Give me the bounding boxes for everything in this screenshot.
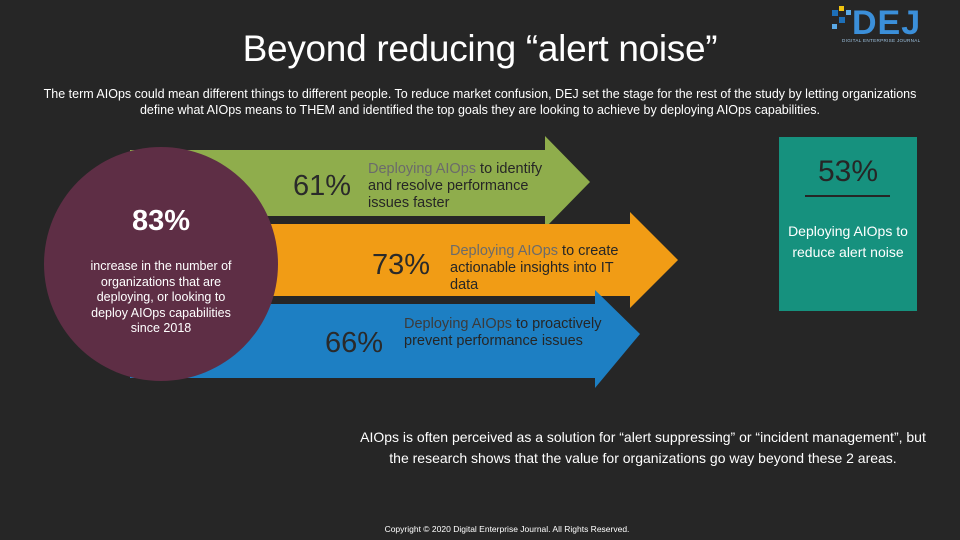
actionable-insights-rest: to create actionable insights into IT da…: [450, 243, 619, 293]
identify-issues-description: Deploying AIOps to identify and resolve …: [368, 161, 558, 212]
page-title: Beyond reducing “alert noise”: [242, 28, 718, 69]
alert-noise-box: 53% Deploying AIOps to reduce alert nois…: [779, 137, 917, 311]
dej-logo: DEJ DIGITAL ENTERPRISE JOURNAL: [832, 4, 948, 46]
actionable-insights-lead: Deploying AIOps: [450, 243, 559, 259]
growth-percent: 83%: [131, 205, 191, 237]
growth-circle: 83% increase in the number of organizati…: [44, 147, 278, 381]
identify-issues-rest: to identify and resolve performance issu…: [368, 161, 543, 211]
actionable-insights-percent: 73%: [372, 249, 431, 281]
prevent-issues-description: Deploying AIOps to proactively prevent p…: [404, 316, 629, 350]
research-note: AIOps is often perceived as a solution f…: [360, 429, 926, 466]
prevent-issues-lead: Deploying AIOps: [404, 316, 513, 332]
alert-noise-percent: 53%: [817, 155, 879, 188]
svg-text:DEJ: DEJ: [852, 6, 921, 36]
identify-issues-lead: Deploying AIOps: [368, 161, 477, 177]
growth-description: increase in the number of organizations …: [90, 259, 232, 335]
prevent-issues-percent: 66%: [325, 327, 384, 359]
intro-paragraph: The term AIOps could mean different thin…: [43, 87, 917, 117]
dej-logo-mark: DEJ: [832, 6, 921, 36]
actionable-insights-description: Deploying AIOps to create actionable ins…: [450, 243, 640, 294]
logo-subtitle: DIGITAL ENTERPRISE JOURNAL: [842, 38, 921, 43]
identify-issues-percent: 61%: [293, 170, 352, 202]
alert-noise-description: Deploying AIOps to reduce alert noise: [788, 223, 908, 260]
alert-noise-divider: [805, 195, 890, 197]
copyright: Copyright © 2020 Digital Enterprise Jour…: [384, 524, 630, 534]
prevent-issues-rest: to proactively prevent performance issue…: [404, 316, 602, 349]
